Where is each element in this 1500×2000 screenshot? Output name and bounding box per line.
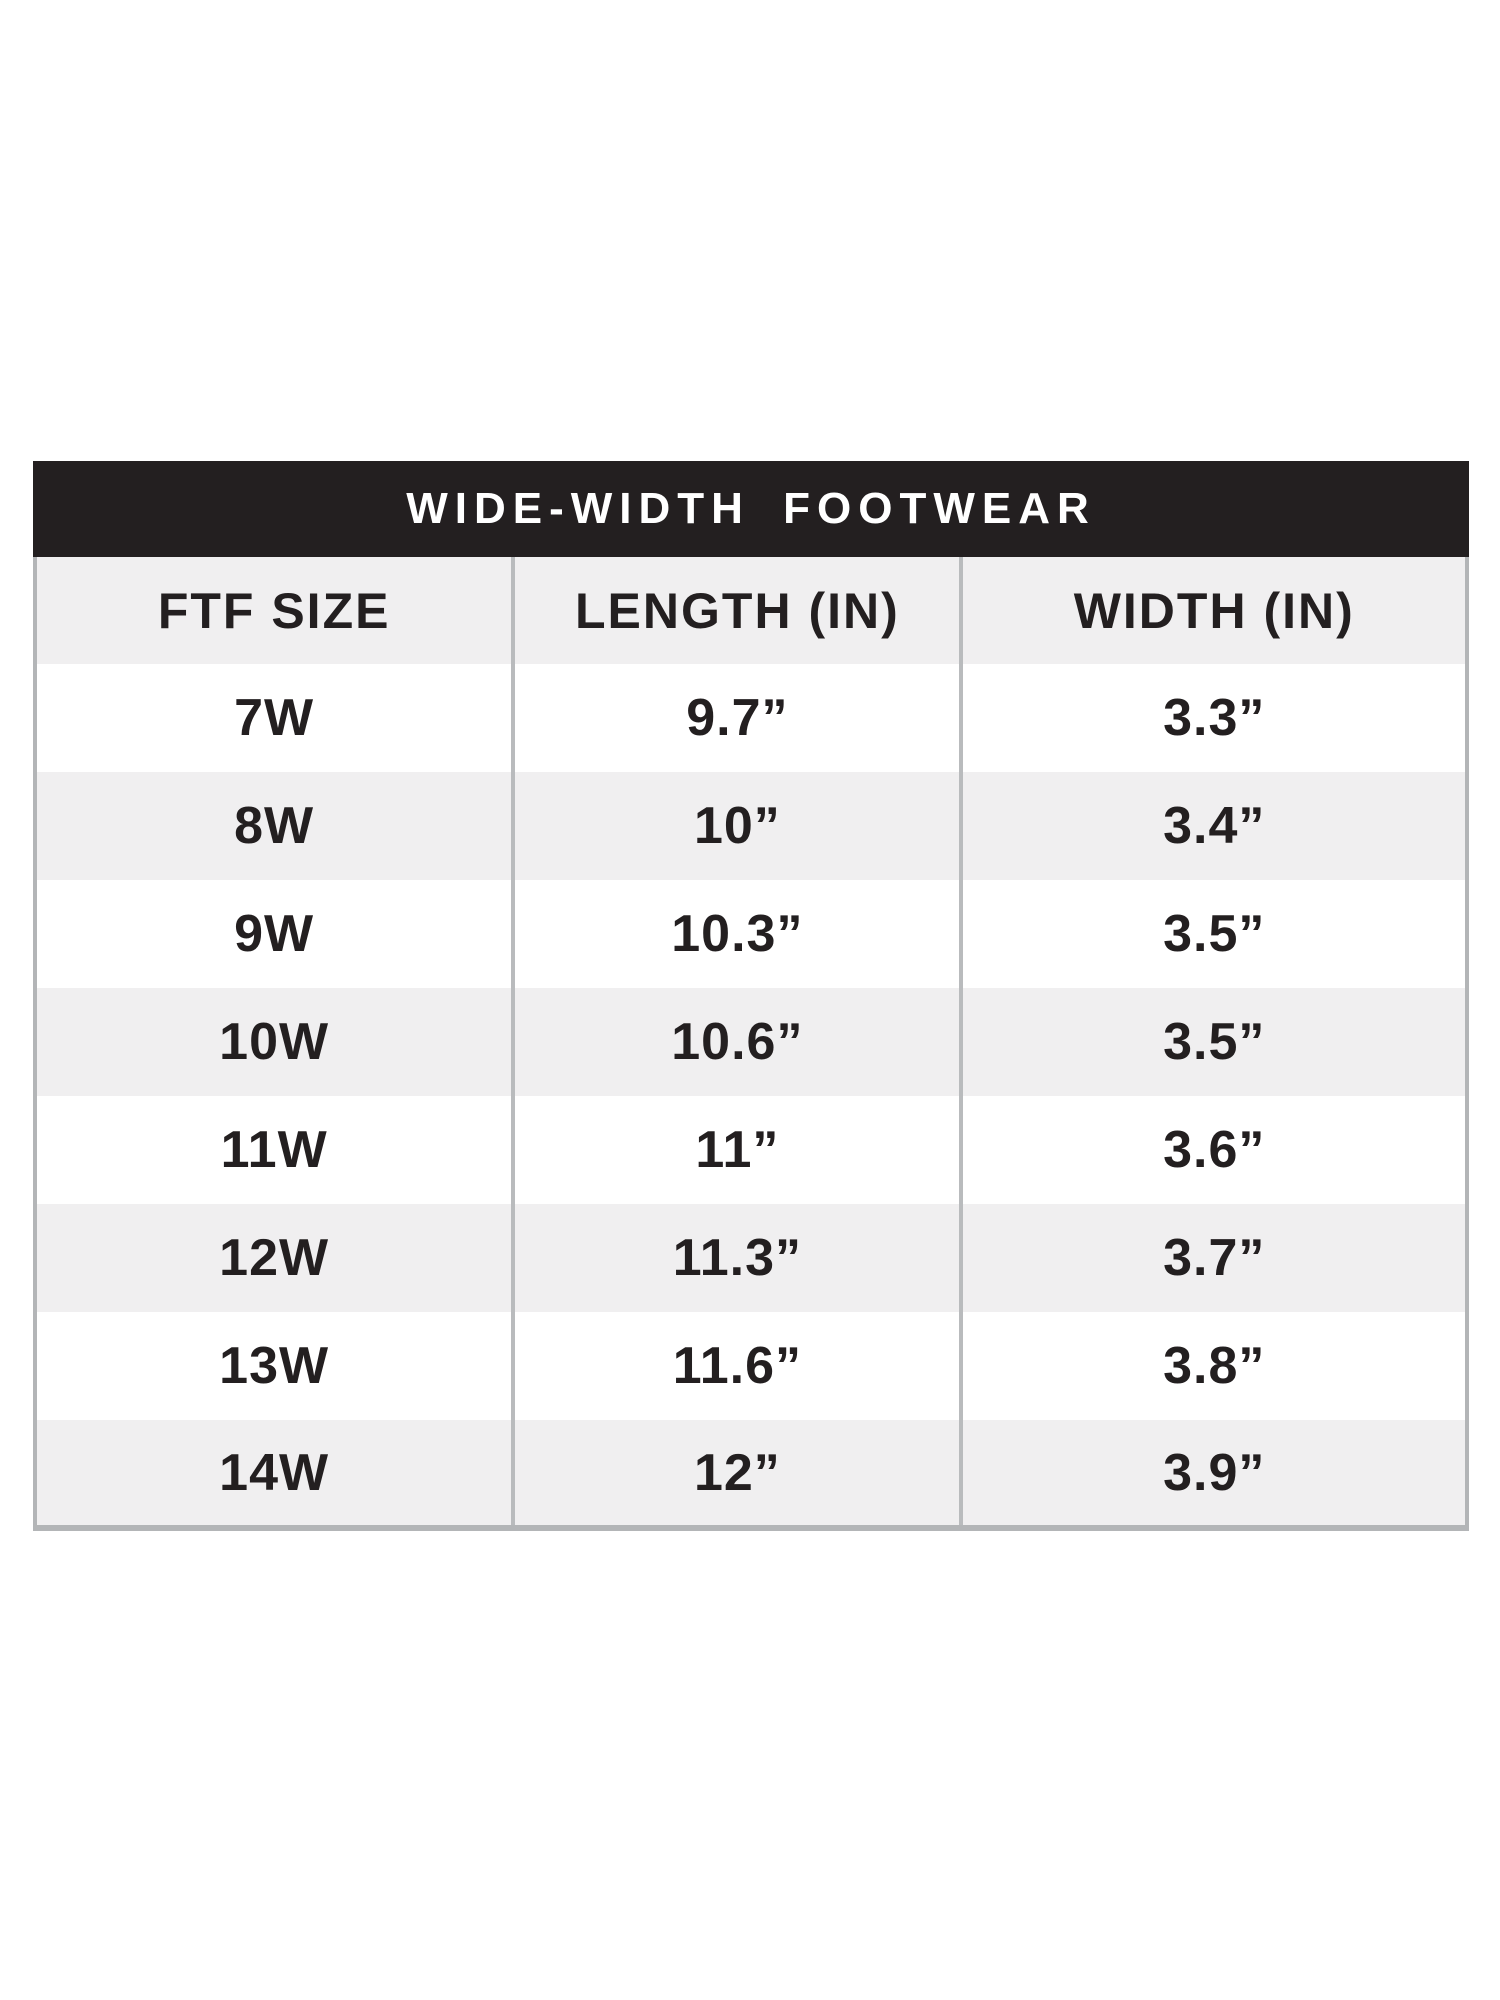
cell-size: 11W [220,1121,328,1179]
cell-width: 3.5” [959,988,1467,1096]
cell-size: 13W [219,1337,330,1395]
cell-size: 8W [234,797,315,855]
cell-width: 3.4” [959,772,1467,880]
col-header-ftf-size: FTF SIZE [157,582,391,639]
table-row: 11W 11” 3.6” [35,1096,1467,1204]
cell-length: 12” [511,1420,962,1528]
table-row: 14W 12” 3.9” [35,1420,1467,1528]
cell-width: 3.6” [959,1096,1467,1204]
table-row: 9W 10.3” 3.5” [35,880,1467,988]
cell-width: 3.5” [959,880,1467,988]
size-rows: 7W 9.7” 3.3” 8W 10” 3.4” 9W 10.3” 3.5” 1… [35,664,1467,1528]
col-header-length: LENGTH (IN) [511,557,962,664]
cell-width: 3.3” [959,664,1467,772]
table-row: 7W 9.7” 3.3” [35,664,1467,772]
size-table: FTF SIZE LENGTH (IN) WIDTH (IN) 7W 9.7” … [33,557,1469,1531]
table-title-band: WIDE-WIDTH FOOTWEAR [33,461,1469,557]
cell-width: 3.9” [959,1420,1467,1528]
cell-size: 12W [219,1229,330,1287]
table-row: 13W 11.6” 3.8” [35,1312,1467,1420]
cell-length: 11” [511,1096,962,1204]
cell-length: 11.3” [511,1204,962,1312]
table-row: 8W 10” 3.4” [35,772,1467,880]
cell-size: 10W [219,1013,330,1071]
cell-width: 3.8” [959,1312,1467,1420]
cell-size: 14W [219,1443,330,1502]
header-row: FTF SIZE LENGTH (IN) WIDTH (IN) [35,557,1467,664]
table-row: 10W 10.6” 3.5” [35,988,1467,1096]
cell-width: 3.7” [959,1204,1467,1312]
size-chart-table: WIDE-WIDTH FOOTWEAR FTF SIZE LENGTH (IN)… [33,461,1469,1531]
cell-length: 10.3” [511,880,962,988]
cell-length: 10.6” [511,988,962,1096]
col-header-width: WIDTH (IN) [959,557,1467,664]
cell-length: 10” [511,772,962,880]
cell-size: 9W [234,905,315,963]
cell-length: 9.7” [511,664,962,772]
table-title: WIDE-WIDTH FOOTWEAR [406,484,1096,533]
cell-length: 11.6” [511,1312,962,1420]
cell-size: 7W [234,689,315,747]
table-row: 12W 11.3” 3.7” [35,1204,1467,1312]
